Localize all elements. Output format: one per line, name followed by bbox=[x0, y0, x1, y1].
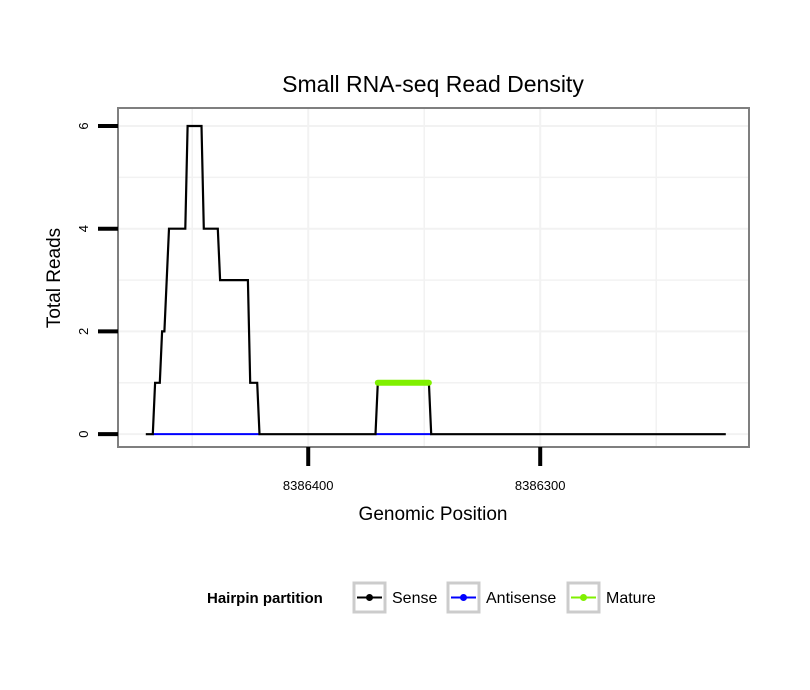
axis-ticks: 0 2 4 6 8386400 8386300 bbox=[76, 122, 566, 493]
legend-item-sense: Sense bbox=[352, 581, 437, 614]
legend-label: Antisense bbox=[486, 590, 556, 607]
legend-item-antisense: Antisense bbox=[446, 581, 556, 614]
series-layer bbox=[145, 124, 726, 436]
legend-key-point bbox=[460, 594, 467, 601]
y-tick-label: 4 bbox=[76, 225, 91, 232]
panel-background bbox=[118, 108, 749, 447]
gridlines bbox=[118, 108, 749, 447]
legend-items: Sense Antisense Mature bbox=[352, 581, 656, 614]
x-tick-label: 8386400 bbox=[283, 478, 334, 493]
panel-border bbox=[117, 107, 750, 448]
x-tick-label: 8386300 bbox=[515, 478, 566, 493]
y-tick-label: 6 bbox=[76, 122, 91, 129]
legend: Hairpin partition Sense Antisense Mature bbox=[207, 581, 656, 614]
plot-panel bbox=[117, 107, 750, 448]
y-tick-label: 2 bbox=[76, 328, 91, 335]
y-axis-label: Total Reads bbox=[44, 228, 65, 328]
x-axis-label: Genomic Position bbox=[359, 504, 508, 525]
sense-line bbox=[145, 124, 726, 436]
legend-item-mature: Mature bbox=[566, 581, 656, 614]
legend-key-point bbox=[366, 594, 373, 601]
legend-label: Mature bbox=[606, 590, 656, 607]
legend-label: Sense bbox=[392, 590, 437, 607]
chart-title: Small RNA-seq Read Density bbox=[282, 71, 584, 97]
y-tick-label: 0 bbox=[76, 431, 91, 438]
legend-key-point bbox=[580, 594, 587, 601]
legend-title: Hairpin partition bbox=[207, 590, 323, 607]
